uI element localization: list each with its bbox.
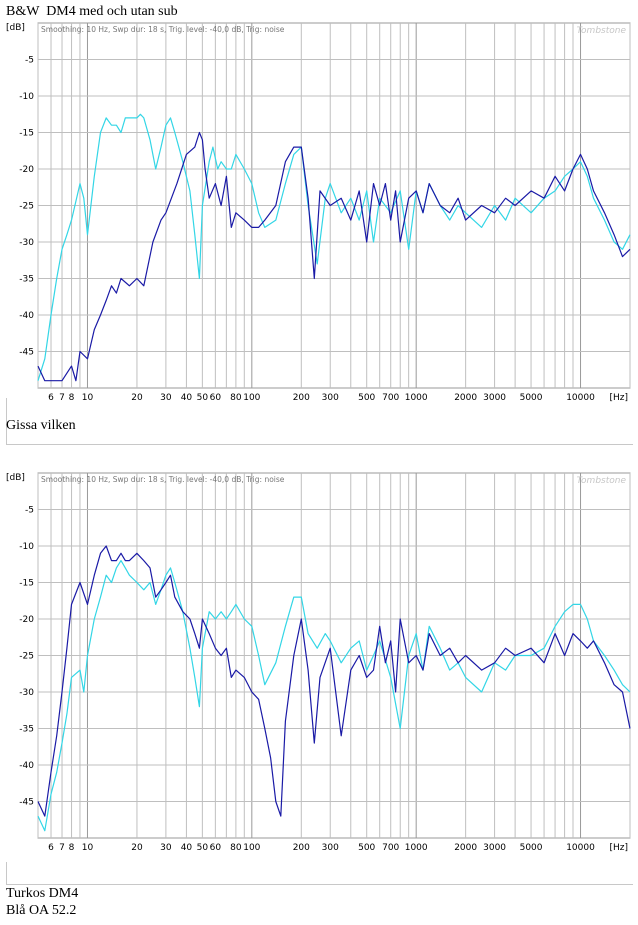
x-tick-label: 8 bbox=[69, 393, 75, 403]
x-tick-label: 3000 bbox=[483, 393, 506, 403]
page-title: B&W DM4 med och utan sub bbox=[6, 4, 178, 19]
y-tick-label: -5 bbox=[25, 56, 34, 66]
separator-1 bbox=[6, 398, 633, 445]
y-axis-label: [dB] bbox=[6, 23, 25, 33]
x-tick-label: 700 bbox=[382, 843, 399, 853]
y-axis-label: [dB] bbox=[6, 473, 25, 483]
x-tick-label: 500 bbox=[358, 393, 375, 403]
x-tick-label: 100 bbox=[243, 393, 260, 403]
y-tick-label: -10 bbox=[19, 92, 34, 102]
x-tick-label: 500 bbox=[358, 843, 375, 853]
frequency-chart-1: -5 -10 -15 -20 -25 -30 -35 -40 -45 [dB] 6 7 8 10 20 30 4… bbox=[6, 22, 631, 403]
separator-2 bbox=[6, 862, 633, 885]
x-tick-label: 7 bbox=[59, 843, 65, 853]
x-tick-label: 100 bbox=[243, 843, 260, 853]
y-tick-label: -30 bbox=[19, 238, 34, 248]
measurement-info: Smoothing: 10 Hz, Swp dur: 18 s, Trig. l… bbox=[41, 475, 285, 484]
x-tick-label: 50 bbox=[197, 843, 209, 853]
x-tick-label: 30 bbox=[160, 843, 172, 853]
series-line-bla bbox=[37, 545, 631, 817]
x-tick-label: 80 bbox=[230, 843, 242, 853]
x-tick-label: 1000 bbox=[405, 393, 428, 403]
x-tick-label: 300 bbox=[322, 393, 339, 403]
x-axis-label: [Hz] bbox=[609, 843, 628, 853]
series-line-turkos bbox=[37, 113, 631, 381]
x-tick-label: 1000 bbox=[405, 843, 428, 853]
x-tick-label: 6 bbox=[48, 843, 54, 853]
x-tick-label: 6 bbox=[48, 393, 54, 403]
watermark: Tombstone bbox=[577, 476, 627, 486]
y-tick-label: -25 bbox=[19, 202, 34, 212]
x-tick-label: 300 bbox=[322, 843, 339, 853]
series-line-turkos bbox=[37, 559, 631, 832]
x-tick-label: 700 bbox=[382, 393, 399, 403]
y-tick-label: -40 bbox=[19, 311, 34, 321]
x-tick-label: 2000 bbox=[454, 843, 477, 853]
y-tick-label: -20 bbox=[19, 165, 34, 175]
watermark: Tombstone bbox=[577, 26, 627, 36]
x-tick-label: 20 bbox=[131, 393, 143, 403]
x-tick-label: 40 bbox=[181, 843, 193, 853]
legend-line-bla: Blå OA 52.2 bbox=[6, 903, 77, 918]
legend-line-turkos: Turkos DM4 bbox=[6, 886, 79, 901]
x-tick-label: 5000 bbox=[520, 393, 543, 403]
x-axis-label: [Hz] bbox=[609, 393, 628, 403]
x-tick-label: 80 bbox=[230, 393, 242, 403]
x-tick-label: 40 bbox=[181, 393, 193, 403]
y-tick-label: -45 bbox=[19, 798, 34, 808]
x-tick-label: 10000 bbox=[566, 843, 595, 853]
x-tick-label: 20 bbox=[131, 843, 143, 853]
x-tick-label: 10000 bbox=[566, 393, 595, 403]
y-tick-label: -25 bbox=[19, 652, 34, 662]
x-tick-label: 3000 bbox=[483, 843, 506, 853]
x-tick-label: 2000 bbox=[454, 393, 477, 403]
x-tick-label: 50 bbox=[197, 393, 209, 403]
x-tick-label: 200 bbox=[293, 393, 310, 403]
middle-caption: Gissa vilken bbox=[6, 418, 76, 433]
y-tick-label: -15 bbox=[19, 579, 34, 589]
y-tick-label: -45 bbox=[19, 348, 34, 358]
x-tick-label: 200 bbox=[293, 843, 310, 853]
x-tick-label: 5000 bbox=[520, 843, 543, 853]
y-tick-label: -40 bbox=[19, 761, 34, 771]
x-tick-label: 60 bbox=[210, 393, 222, 403]
x-tick-label: 10 bbox=[82, 843, 94, 853]
x-tick-label: 7 bbox=[59, 393, 65, 403]
x-tick-label: 8 bbox=[69, 843, 75, 853]
x-tick-label: 30 bbox=[160, 393, 172, 403]
y-tick-label: -20 bbox=[19, 615, 34, 625]
x-tick-label: 10 bbox=[82, 393, 94, 403]
x-tick-label: 60 bbox=[210, 843, 222, 853]
y-tick-label: -35 bbox=[19, 275, 34, 285]
y-tick-label: -30 bbox=[19, 688, 34, 698]
series-line-bla bbox=[37, 131, 631, 382]
frequency-chart-2: -5 -10 -15 -20 -25 -30 -35 -40 -45 [dB] 6 7 8 10 20 30 4… bbox=[6, 472, 631, 853]
y-tick-label: -35 bbox=[19, 725, 34, 735]
y-tick-label: -10 bbox=[19, 542, 34, 552]
y-tick-label: -5 bbox=[25, 506, 34, 516]
measurement-info: Smoothing: 10 Hz, Swp dur: 18 s, Trig. l… bbox=[41, 25, 285, 34]
y-tick-label: -15 bbox=[19, 129, 34, 139]
